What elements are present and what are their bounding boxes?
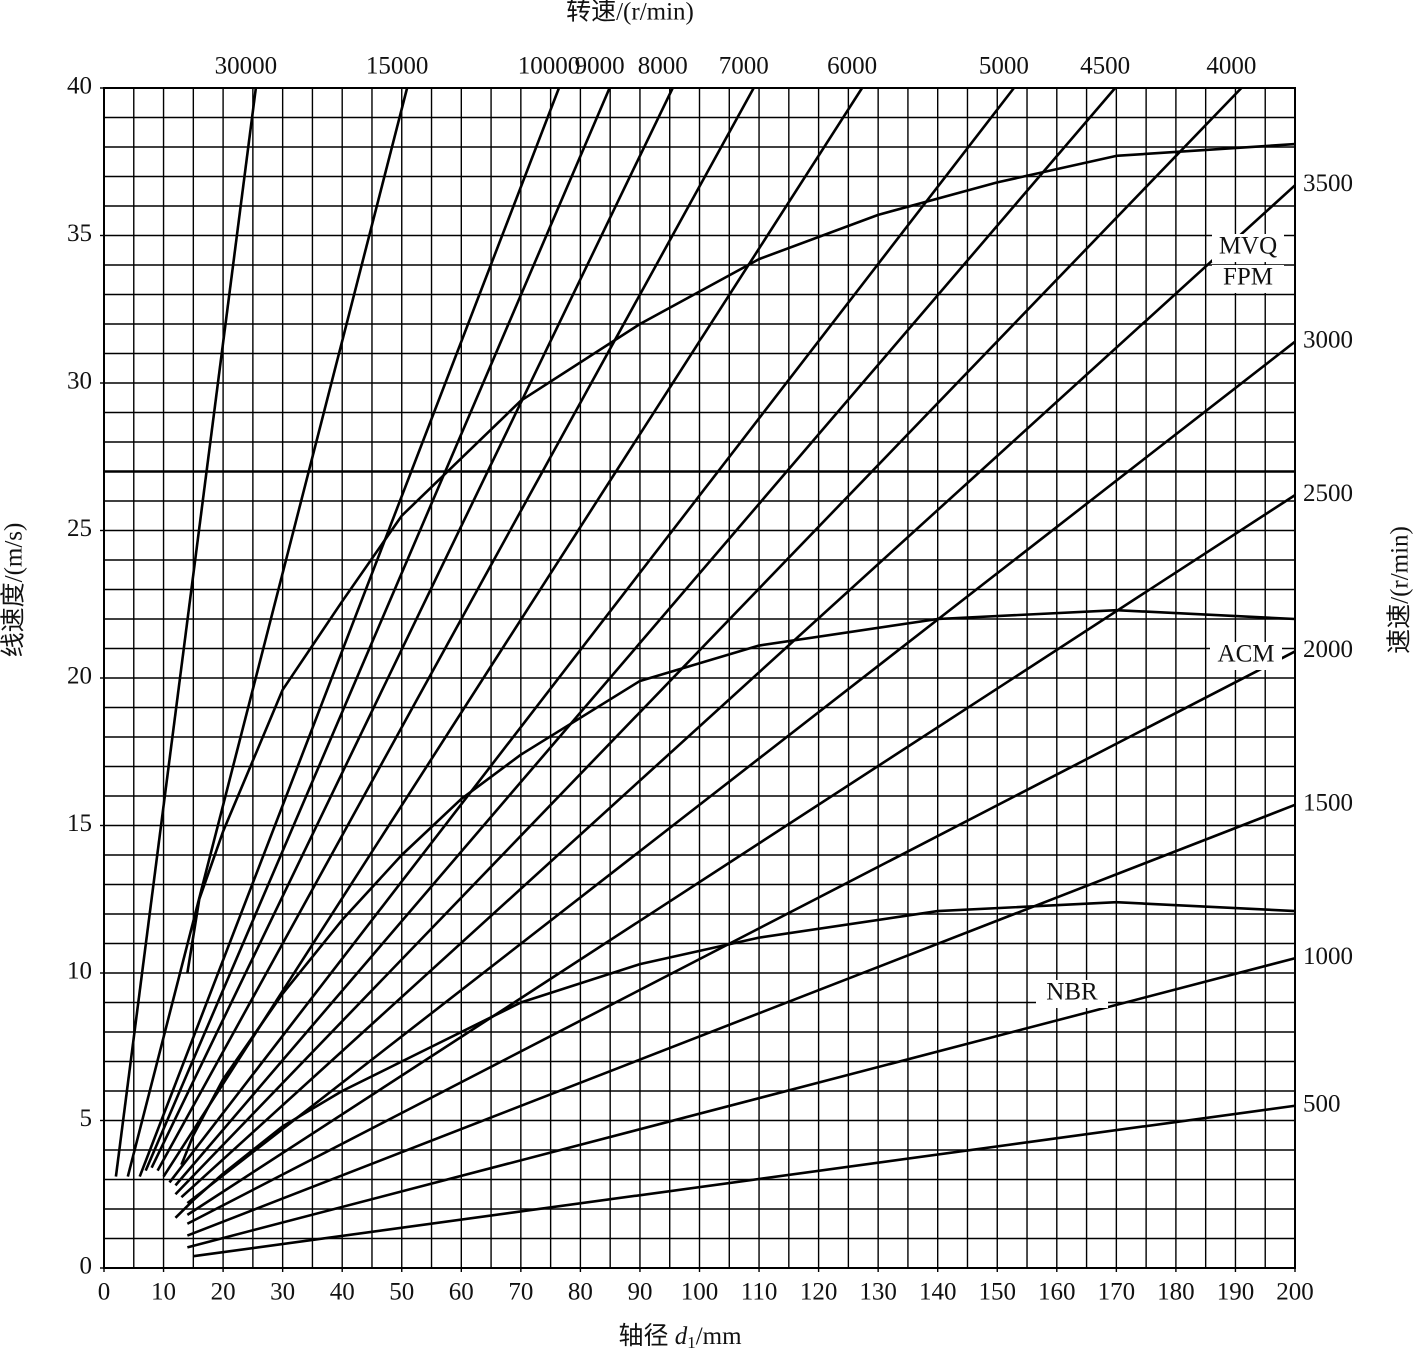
y-tick-label: 25	[67, 515, 92, 542]
line-label: 3000	[1303, 326, 1353, 353]
x-tick-label: 60	[449, 1279, 474, 1306]
speed-line	[180, 184, 1296, 1199]
x-tick-label: 80	[568, 1279, 593, 1306]
y-tick-label: 30	[67, 368, 92, 395]
y-axis-title: 线速度/(m/s)	[0, 523, 28, 658]
x-title-suffix: /mm	[696, 1323, 742, 1350]
speed-line	[168, 87, 1015, 1184]
x-tick-label: 160	[1038, 1279, 1076, 1306]
x-title-var: d	[675, 1323, 688, 1350]
curve-label: ACM	[1218, 641, 1275, 668]
label-bg	[1212, 234, 1284, 262]
x-tick-label: 10	[151, 1279, 176, 1306]
curve-label: MVQ	[1219, 233, 1277, 260]
y2-axis-title: 速速/(r/min)	[1386, 526, 1414, 654]
y-tick-label: 40	[67, 73, 92, 100]
line-label: 6000	[827, 53, 877, 80]
curve-label: FPM	[1223, 264, 1273, 291]
top-axis-title: 转速/(r/min)	[566, 0, 694, 26]
speed-line	[114, 87, 258, 1177]
x-tick-label: 70	[508, 1279, 533, 1306]
curve-label: NBR	[1046, 979, 1098, 1006]
speed-line	[150, 87, 674, 1169]
line-label: 3500	[1303, 170, 1353, 197]
line-label: 30000	[215, 53, 278, 80]
limit-curve	[180, 608, 1296, 1166]
limit-curve	[174, 900, 1296, 1219]
x-tick-label: 20	[211, 1279, 236, 1306]
x-tick-label: 100	[681, 1279, 719, 1306]
line-label: 1500	[1303, 790, 1353, 817]
line-label: 9000	[575, 53, 625, 80]
speed-line	[126, 87, 409, 1177]
speed-line	[186, 650, 1296, 1225]
y-tick-label: 35	[67, 220, 92, 247]
speed-line	[162, 87, 864, 1178]
x-axis-title: 轴径 d1/mm	[618, 1322, 742, 1352]
y-tick-label: 10	[67, 958, 92, 985]
label-bg	[1036, 980, 1108, 1008]
line-label: 7000	[719, 53, 769, 80]
x-tick-label: 180	[1157, 1279, 1195, 1306]
line-label: 15000	[366, 53, 429, 80]
line-label: 1000	[1303, 943, 1353, 970]
x-title-sub: 1	[687, 1333, 696, 1352]
line-label: 2500	[1303, 480, 1353, 507]
line-label: 8000	[638, 53, 688, 80]
label-bg	[1210, 642, 1282, 670]
x-tick-label: 0	[98, 1279, 111, 1306]
y-tick-label: 20	[67, 663, 92, 690]
speed-line	[144, 87, 611, 1172]
speed-line	[193, 1104, 1296, 1258]
y-tick-label: 15	[67, 810, 92, 837]
x-tick-label: 30	[270, 1279, 295, 1306]
x-tick-label: 110	[741, 1279, 778, 1306]
y-tick-label: 0	[80, 1253, 93, 1280]
limit-curve	[186, 142, 1296, 974]
x-tick-label: 150	[979, 1279, 1017, 1306]
speed-line	[174, 87, 1243, 1196]
speed-line	[174, 87, 1117, 1187]
x-tick-label: 40	[330, 1279, 355, 1306]
label-bg	[1212, 265, 1284, 293]
x-tick-label: 190	[1217, 1279, 1255, 1306]
line-label: 500	[1303, 1090, 1341, 1117]
speed-line	[186, 494, 1296, 1216]
x-tick-label: 140	[919, 1279, 957, 1306]
y-tick-label: 5	[80, 1105, 93, 1132]
x-tick-label: 200	[1276, 1279, 1314, 1306]
line-label: 4000	[1206, 53, 1256, 80]
x-tick-label: 50	[389, 1279, 414, 1306]
x-title-prefix: 轴径	[618, 1322, 674, 1350]
x-tick-label: 120	[800, 1279, 838, 1306]
line-label: 2000	[1303, 636, 1353, 663]
speed-line	[138, 87, 561, 1178]
speed-line	[186, 803, 1296, 1237]
x-tick-label: 170	[1098, 1279, 1136, 1306]
line-label: 4500	[1080, 53, 1130, 80]
speed-line	[186, 340, 1296, 1205]
line-label: 5000	[979, 53, 1029, 80]
speed-line	[187, 956, 1296, 1249]
x-tick-label: 90	[627, 1279, 652, 1306]
speed-line	[156, 87, 755, 1172]
line-label: 10000	[518, 53, 581, 80]
x-tick-label: 130	[859, 1279, 897, 1306]
